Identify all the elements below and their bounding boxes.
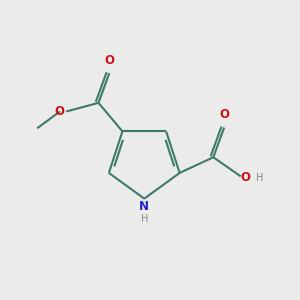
Text: H: H <box>141 214 148 224</box>
Text: N: N <box>139 200 149 213</box>
Text: O: O <box>219 108 229 121</box>
Text: O: O <box>241 171 251 184</box>
Text: H: H <box>256 173 263 183</box>
Text: O: O <box>104 54 114 67</box>
Text: O: O <box>55 105 65 118</box>
